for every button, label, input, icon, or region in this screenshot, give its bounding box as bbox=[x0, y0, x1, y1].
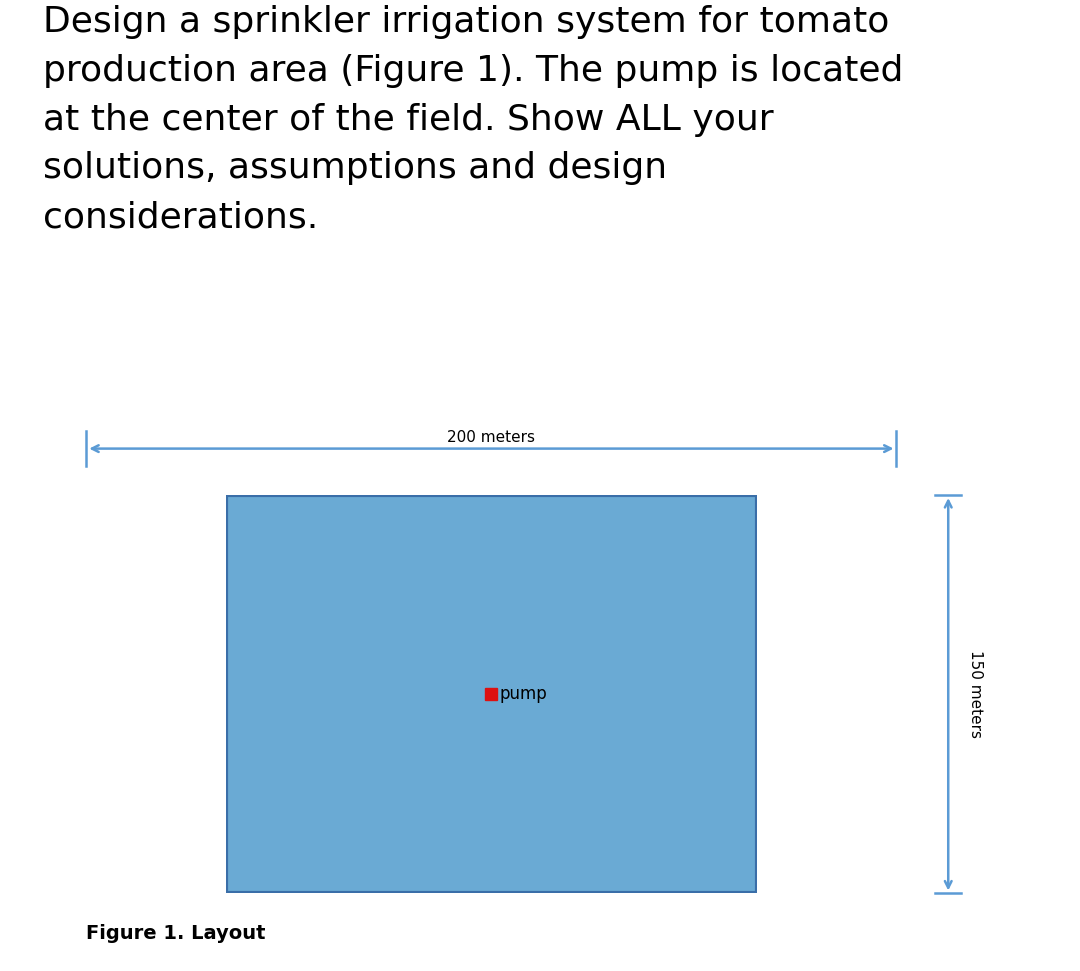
Text: 150 meters: 150 meters bbox=[968, 651, 983, 738]
Text: Design a sprinkler irrigation system for tomato
production area (Figure 1). The : Design a sprinkler irrigation system for… bbox=[43, 5, 904, 234]
Text: Figure 1. Layout: Figure 1. Layout bbox=[86, 924, 266, 944]
Text: 200 meters: 200 meters bbox=[447, 430, 536, 445]
Text: pump: pump bbox=[499, 686, 548, 703]
